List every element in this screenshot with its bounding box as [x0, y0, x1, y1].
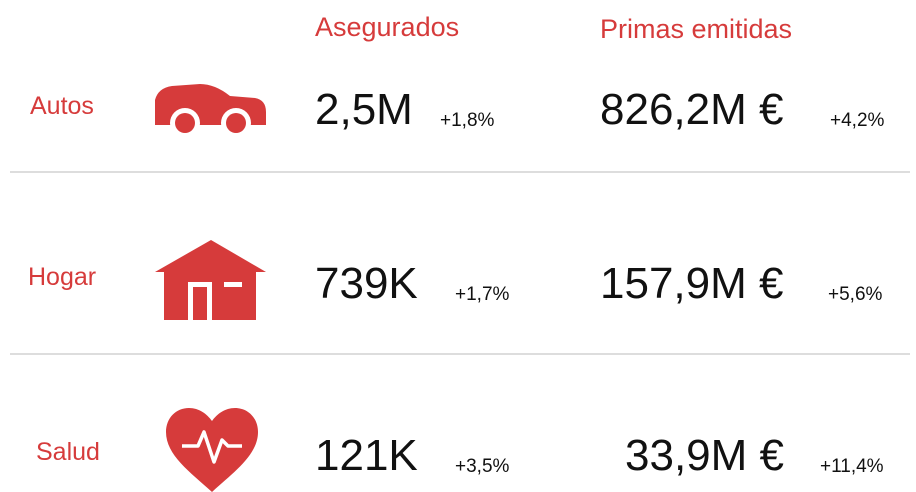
premiums-change: +4,2%: [830, 110, 885, 131]
row-label: Hogar: [28, 263, 96, 291]
column-header: Primas emitidas: [600, 14, 792, 44]
car-icon: [155, 84, 266, 138]
insured-change: +1,8%: [440, 110, 495, 131]
row-label: Salud: [36, 438, 100, 466]
column-header: Asegurados: [315, 12, 459, 42]
premiums-change: +11,4%: [820, 456, 884, 477]
insured-value: 121K: [315, 431, 418, 480]
insured-value: 739K: [315, 259, 418, 308]
premiums-value: 33,9M €: [625, 431, 784, 480]
insured-value: 2,5M: [315, 85, 413, 134]
premiums-value: 157,9M €: [600, 259, 783, 308]
premiums-change: +5,6%: [828, 284, 883, 305]
heart-icon: [166, 408, 258, 492]
insured-change: +1,7%: [455, 284, 510, 305]
premiums-value: 826,2M €: [600, 85, 783, 134]
house-icon: [155, 240, 266, 320]
insured-change: +3,5%: [455, 456, 510, 477]
row-label: Autos: [30, 92, 94, 120]
